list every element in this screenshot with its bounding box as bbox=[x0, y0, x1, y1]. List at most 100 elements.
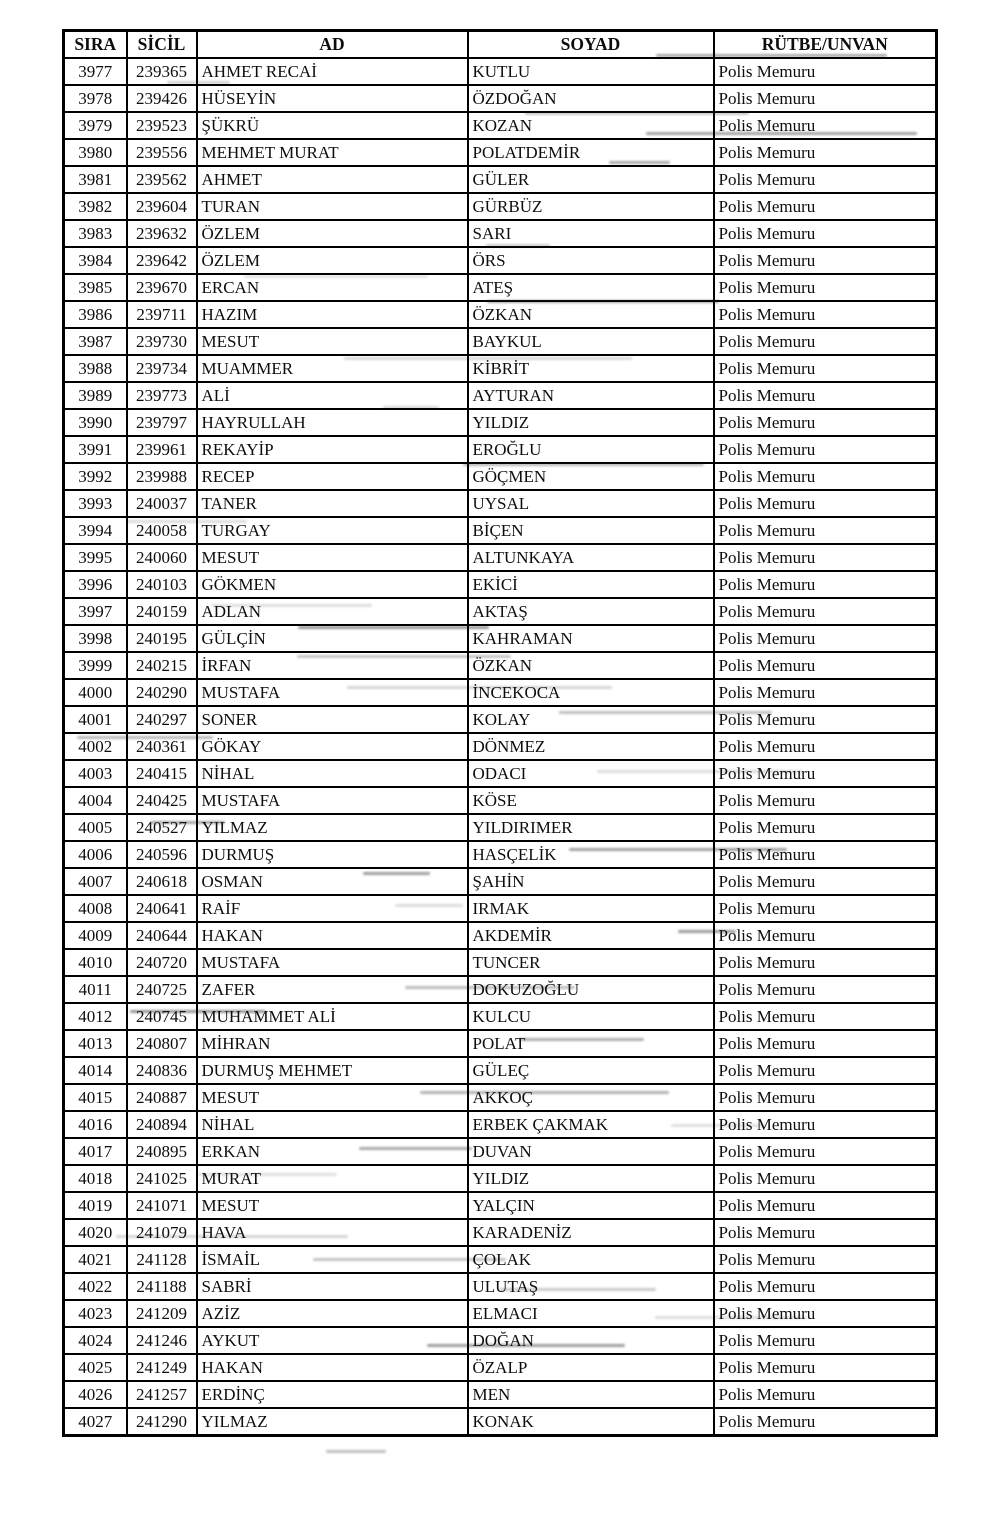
cell-rutbe-unvan: Polis Memuru bbox=[712, 705, 938, 734]
cell-sicil: 239604 bbox=[125, 192, 198, 221]
cell-sicil: 240037 bbox=[125, 489, 198, 518]
cell-rutbe-unvan: Polis Memuru bbox=[712, 408, 938, 437]
table-row: 4002 240361 GÖKAY DÖNMEZ Polis Memuru bbox=[62, 732, 938, 761]
cell-sira: 4027 bbox=[62, 1407, 128, 1437]
cell-rutbe-unvan: Polis Memuru bbox=[712, 759, 938, 788]
cell-sira: 4021 bbox=[62, 1245, 128, 1274]
cell-soyad: ŞAHİN bbox=[466, 867, 715, 896]
cell-sira: 4025 bbox=[62, 1353, 128, 1382]
cell-rutbe-unvan: Polis Memuru bbox=[712, 354, 938, 383]
cell-ad: HÜSEYİN bbox=[195, 84, 469, 113]
cell-ad: TANER bbox=[195, 489, 469, 518]
cell-sicil: 240725 bbox=[125, 975, 198, 1004]
cell-soyad: AKKOÇ bbox=[466, 1083, 715, 1112]
cell-sicil: 240596 bbox=[125, 840, 198, 869]
header-rutbe-unvan: RÜTBE/UNVAN bbox=[712, 29, 938, 59]
cell-sira: 3997 bbox=[62, 597, 128, 626]
cell-rutbe-unvan: Polis Memuru bbox=[712, 732, 938, 761]
cell-sira: 4001 bbox=[62, 705, 128, 734]
cell-ad: TURAN bbox=[195, 192, 469, 221]
cell-rutbe-unvan: Polis Memuru bbox=[712, 948, 938, 977]
cell-sicil: 239988 bbox=[125, 462, 198, 491]
cell-soyad: ÖRS bbox=[466, 246, 715, 275]
cell-ad: SONER bbox=[195, 705, 469, 734]
cell-ad: DURMUŞ MEHMET bbox=[195, 1056, 469, 1085]
cell-sicil: 241290 bbox=[125, 1407, 198, 1437]
cell-sicil: 239730 bbox=[125, 327, 198, 356]
table-row: 3988 239734 MUAMMER KİBRİT Polis Memuru bbox=[62, 354, 938, 383]
cell-soyad: KİBRİT bbox=[466, 354, 715, 383]
cell-sira: 4004 bbox=[62, 786, 128, 815]
cell-soyad: ULUTAŞ bbox=[466, 1272, 715, 1301]
cell-ad: HAKAN bbox=[195, 921, 469, 950]
cell-sira: 4024 bbox=[62, 1326, 128, 1355]
cell-ad: MURAT bbox=[195, 1164, 469, 1193]
cell-ad: ÖZLEM bbox=[195, 246, 469, 275]
cell-rutbe-unvan: Polis Memuru bbox=[712, 1002, 938, 1031]
cell-sira: 3998 bbox=[62, 624, 128, 653]
cell-ad: ZAFER bbox=[195, 975, 469, 1004]
cell-rutbe-unvan: Polis Memuru bbox=[712, 678, 938, 707]
cell-sicil: 239562 bbox=[125, 165, 198, 194]
cell-ad: ADLAN bbox=[195, 597, 469, 626]
cell-sira: 4018 bbox=[62, 1164, 128, 1193]
table-row: 4008 240641 RAİF IRMAK Polis Memuru bbox=[62, 894, 938, 923]
cell-ad: GÖKAY bbox=[195, 732, 469, 761]
cell-sicil: 239773 bbox=[125, 381, 198, 410]
cell-sicil: 240895 bbox=[125, 1137, 198, 1166]
cell-sira: 3987 bbox=[62, 327, 128, 356]
cell-ad: ERKAN bbox=[195, 1137, 469, 1166]
cell-rutbe-unvan: Polis Memuru bbox=[712, 1056, 938, 1085]
cell-soyad: KÖSE bbox=[466, 786, 715, 815]
cell-ad: GÖKMEN bbox=[195, 570, 469, 599]
cell-soyad: AYTURAN bbox=[466, 381, 715, 410]
header-sicil: SİCİL bbox=[125, 29, 198, 59]
cell-soyad: TUNCER bbox=[466, 948, 715, 977]
table-row: 4007 240618 OSMAN ŞAHİN Polis Memuru bbox=[62, 867, 938, 896]
cell-ad: HAZIM bbox=[195, 300, 469, 329]
cell-sicil: 240415 bbox=[125, 759, 198, 788]
cell-soyad: ÖZDOĞAN bbox=[466, 84, 715, 113]
cell-sicil: 240290 bbox=[125, 678, 198, 707]
cell-sicil: 240425 bbox=[125, 786, 198, 815]
cell-sira: 4011 bbox=[62, 975, 128, 1004]
cell-ad: HAYRULLAH bbox=[195, 408, 469, 437]
cell-rutbe-unvan: Polis Memuru bbox=[712, 543, 938, 572]
cell-soyad: BİÇEN bbox=[466, 516, 715, 545]
table-row: 3992 239988 RECEP GÖÇMEN Polis Memuru bbox=[62, 462, 938, 491]
table-row: 3995 240060 MESUT ALTUNKAYA Polis Memuru bbox=[62, 543, 938, 572]
cell-rutbe-unvan: Polis Memuru bbox=[712, 1191, 938, 1220]
cell-sira: 4010 bbox=[62, 948, 128, 977]
cell-sira: 4000 bbox=[62, 678, 128, 707]
cell-sicil: 239961 bbox=[125, 435, 198, 464]
table-row: 4011 240725 ZAFER DOKUZOĞLU Polis Memuru bbox=[62, 975, 938, 1004]
cell-sira: 3991 bbox=[62, 435, 128, 464]
cell-sicil: 239711 bbox=[125, 300, 198, 329]
cell-sicil: 239642 bbox=[125, 246, 198, 275]
cell-sicil: 239426 bbox=[125, 84, 198, 113]
cell-rutbe-unvan: Polis Memuru bbox=[712, 1218, 938, 1247]
cell-sicil: 240641 bbox=[125, 894, 198, 923]
cell-rutbe-unvan: Polis Memuru bbox=[712, 786, 938, 815]
cell-soyad: SARI bbox=[466, 219, 715, 248]
cell-soyad: ÖZKAN bbox=[466, 651, 715, 680]
scan-smudge bbox=[326, 1449, 386, 1453]
cell-sicil: 240159 bbox=[125, 597, 198, 626]
cell-sira: 3986 bbox=[62, 300, 128, 329]
table-row: 3977 239365 AHMET RECAİ KUTLU Polis Memuru bbox=[62, 57, 938, 86]
table-row: 4019 241071 MESUT YALÇIN Polis Memuru bbox=[62, 1191, 938, 1220]
cell-rutbe-unvan: Polis Memuru bbox=[712, 381, 938, 410]
cell-ad: MESUT bbox=[195, 327, 469, 356]
cell-soyad: ÖZKAN bbox=[466, 300, 715, 329]
cell-ad: AHMET bbox=[195, 165, 469, 194]
table-row: 4024 241246 AYKUT DOĞAN Polis Memuru bbox=[62, 1326, 938, 1355]
cell-rutbe-unvan: Polis Memuru bbox=[712, 273, 938, 302]
table-row: 4013 240807 MİHRAN POLAT Polis Memuru bbox=[62, 1029, 938, 1058]
cell-soyad: YILDIZ bbox=[466, 408, 715, 437]
cell-sicil: 240060 bbox=[125, 543, 198, 572]
cell-sicil: 239523 bbox=[125, 111, 198, 140]
table-row: 3996 240103 GÖKMEN EKİCİ Polis Memuru bbox=[62, 570, 938, 599]
cell-soyad: EROĞLU bbox=[466, 435, 715, 464]
cell-rutbe-unvan: Polis Memuru bbox=[712, 435, 938, 464]
cell-soyad: AKTAŞ bbox=[466, 597, 715, 626]
